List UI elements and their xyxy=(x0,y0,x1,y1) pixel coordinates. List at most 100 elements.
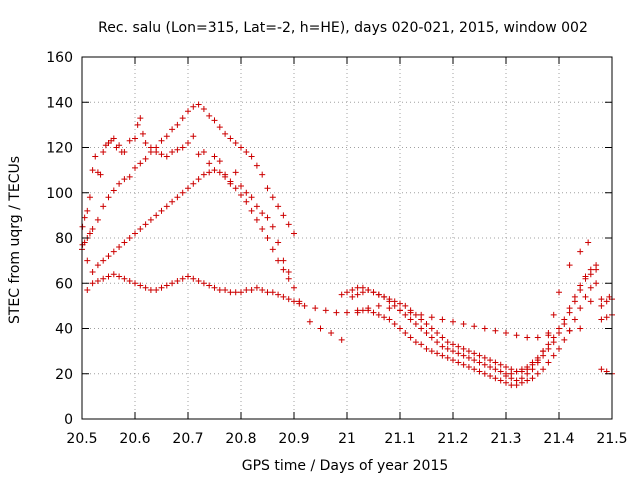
data-point-marker xyxy=(312,305,319,312)
data-point-marker xyxy=(534,334,541,341)
data-point-marker xyxy=(185,273,191,280)
data-point-marker xyxy=(381,314,388,321)
data-point-marker xyxy=(94,262,101,269)
data-point-marker xyxy=(397,307,403,314)
data-point-marker xyxy=(94,277,101,284)
data-point-marker xyxy=(423,330,430,337)
data-point-marker xyxy=(222,130,229,137)
data-point-marker xyxy=(328,330,335,337)
data-point-marker xyxy=(598,366,605,373)
data-point-marker xyxy=(593,280,600,287)
data-point-marker xyxy=(179,189,186,196)
data-point-marker xyxy=(147,149,154,156)
data-point-marker xyxy=(397,325,403,332)
data-point-marker xyxy=(370,289,377,296)
data-point-marker xyxy=(89,167,96,174)
data-point-marker xyxy=(587,266,594,273)
data-point-marker xyxy=(444,345,451,352)
data-point-marker xyxy=(206,160,213,167)
data-point-marker xyxy=(439,343,446,350)
y-tick-label: 120 xyxy=(46,141,73,157)
data-point-marker xyxy=(238,192,244,199)
data-point-marker xyxy=(222,173,229,180)
data-point-marker xyxy=(497,361,504,368)
data-point-marker xyxy=(375,311,382,318)
data-point-marker xyxy=(582,273,589,280)
data-point-marker xyxy=(465,348,472,355)
data-point-marker xyxy=(434,339,441,346)
data-point-marker xyxy=(391,302,398,309)
data-point-marker xyxy=(497,377,504,384)
data-point-marker xyxy=(105,273,112,280)
data-point-marker xyxy=(169,149,176,156)
data-point-marker xyxy=(238,182,244,189)
data-point-marker xyxy=(571,293,578,300)
data-point-marker xyxy=(142,139,149,146)
data-point-marker xyxy=(264,289,271,296)
data-point-marker xyxy=(142,284,149,291)
data-point-marker xyxy=(158,207,165,214)
x-tick-label: 20.8 xyxy=(225,431,256,447)
data-point-marker xyxy=(291,284,297,291)
data-point-marker xyxy=(450,318,456,325)
data-point-marker xyxy=(110,271,117,278)
data-point-marker xyxy=(185,139,191,146)
data-point-marker xyxy=(603,314,610,321)
data-point-marker xyxy=(94,216,101,223)
data-point-marker xyxy=(163,133,170,140)
data-point-marker xyxy=(593,262,600,269)
data-point-marker xyxy=(471,366,478,373)
data-point-marker xyxy=(132,135,138,142)
data-point-marker xyxy=(169,280,176,287)
data-point-marker xyxy=(397,300,403,307)
data-point-marker xyxy=(126,137,133,144)
data-point-marker xyxy=(190,275,197,282)
data-point-marker xyxy=(79,241,86,248)
data-point-marker xyxy=(439,316,446,323)
data-point-marker xyxy=(556,325,562,332)
data-point-marker xyxy=(375,302,382,309)
data-point-marker xyxy=(89,280,96,287)
data-point-marker xyxy=(481,361,488,368)
data-point-marker xyxy=(275,257,282,264)
data-point-marker xyxy=(211,284,218,291)
data-point-marker xyxy=(434,330,441,337)
data-point-marker xyxy=(587,284,594,291)
data-point-marker xyxy=(200,106,207,113)
data-point-marker xyxy=(386,305,393,312)
y-tick-label: 100 xyxy=(46,186,73,202)
data-point-marker xyxy=(365,287,372,294)
data-point-marker xyxy=(137,160,144,167)
data-point-marker xyxy=(200,171,207,178)
y-tick-label: 40 xyxy=(55,322,73,338)
data-point-marker xyxy=(407,307,414,314)
data-point-marker xyxy=(142,221,149,228)
data-point-marker xyxy=(471,357,478,364)
data-point-marker xyxy=(121,176,128,183)
data-point-marker xyxy=(195,176,202,183)
data-point-marker xyxy=(216,124,223,131)
x-tick-label: 20.9 xyxy=(278,431,309,447)
data-point-marker xyxy=(603,298,610,305)
y-tick-label: 80 xyxy=(55,231,73,247)
data-point-marker xyxy=(105,194,112,201)
data-point-marker xyxy=(227,178,234,185)
data-point-marker xyxy=(137,225,144,232)
data-point-marker xyxy=(428,314,435,321)
data-point-marker xyxy=(280,212,287,219)
data-point-marker xyxy=(211,153,218,160)
data-point-marker xyxy=(84,287,91,294)
data-point-marker xyxy=(428,348,435,355)
data-point-marker xyxy=(232,289,239,296)
data-point-marker xyxy=(455,343,462,350)
data-point-marker xyxy=(365,307,372,314)
data-point-marker xyxy=(344,309,350,316)
data-point-marker xyxy=(423,320,430,327)
data-point-marker xyxy=(121,149,128,156)
data-point-marker xyxy=(238,144,244,151)
data-point-marker xyxy=(402,311,409,318)
data-point-marker xyxy=(158,137,165,144)
data-point-marker xyxy=(587,298,594,305)
data-point-marker xyxy=(418,341,425,348)
data-point-marker xyxy=(460,345,467,352)
